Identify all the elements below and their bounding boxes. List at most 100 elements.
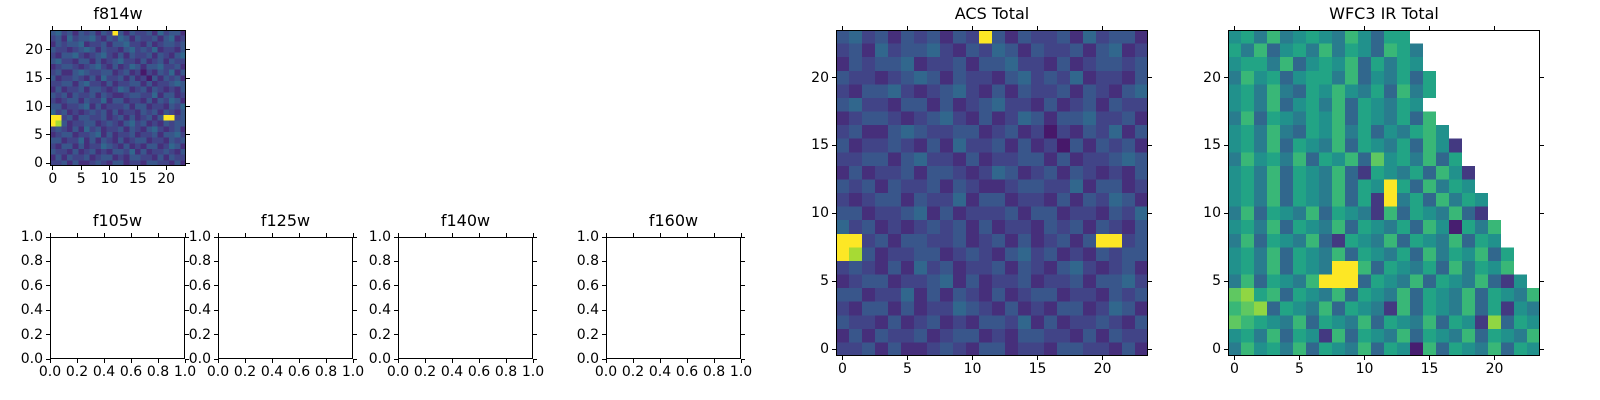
y-tick-mark [185, 358, 189, 360]
plot-title: WFC3 IR Total [1329, 4, 1439, 23]
x-tick-label: 10 [100, 171, 119, 187]
plot-box [398, 237, 533, 359]
x-tick-mark [659, 359, 661, 363]
x-tick-mark [505, 233, 507, 237]
y-tick-mark [1224, 77, 1228, 79]
y-tick-label: 0.8 [20, 253, 43, 270]
x-tick-mark [397, 359, 399, 363]
x-tick-label: 1.0 [521, 364, 545, 380]
x-tick-mark [271, 233, 273, 237]
x-tick-mark [1102, 26, 1103, 30]
x-tick-label: 20 [157, 171, 176, 187]
y-tick-mark [353, 309, 357, 311]
y-tick-label: 1.0 [576, 229, 599, 245]
x-tick-label: 0.4 [260, 364, 284, 380]
x-tick-label: 10 [963, 361, 982, 377]
y-tick-mark [533, 285, 537, 287]
x-tick-mark [80, 166, 82, 170]
y-tick-mark [832, 144, 836, 146]
y-tick-mark [741, 334, 745, 336]
y-tick-mark [602, 358, 606, 360]
y-tick-label: 0.6 [20, 277, 43, 294]
y-tick-mark [533, 236, 537, 238]
y-tick-mark [214, 285, 218, 287]
y-tick-mark [1148, 348, 1152, 350]
y-tick-mark [394, 260, 398, 262]
x-tick-mark [841, 356, 843, 360]
x-tick-mark [1233, 356, 1235, 360]
x-tick-mark [632, 359, 634, 363]
x-tick-label: 10 [1355, 361, 1374, 377]
x-tick-mark [713, 359, 715, 363]
y-tick-mark [602, 334, 606, 336]
heatmap-canvas [50, 30, 186, 166]
y-tick-label: 20 [1203, 69, 1221, 86]
x-tick-mark [605, 233, 607, 237]
x-tick-label: 0.8 [146, 364, 170, 380]
y-tick-label: 0 [34, 155, 43, 172]
plot-box [1228, 30, 1540, 356]
x-tick-mark [298, 233, 300, 237]
x-tick-mark [740, 233, 742, 237]
x-tick-mark [972, 356, 973, 360]
x-tick-mark [1494, 26, 1495, 30]
x-tick-label: 0.6 [287, 364, 311, 380]
y-tick-mark [46, 236, 50, 238]
x-tick-mark [1428, 356, 1430, 360]
x-tick-mark [1299, 26, 1300, 30]
x-tick-mark [325, 359, 327, 363]
x-tick-mark [49, 233, 51, 237]
x-tick-mark [605, 359, 607, 363]
x-tick-mark [352, 359, 354, 363]
x-tick-label: 20 [1485, 361, 1504, 377]
x-tick-label: 0.0 [206, 364, 230, 380]
y-tick-mark [185, 260, 189, 262]
y-tick-mark [741, 309, 745, 311]
x-tick-mark [451, 359, 453, 363]
y-tick-label: 0.4 [20, 302, 43, 319]
x-tick-label: 0.8 [314, 364, 338, 380]
panel-f160w: f160w 0.0 0.2 0.4 0.6 0.8 1.0 0.0 0.2 0.4 0.6 0.8 1… [577, 213, 752, 380]
y-tick-mark [533, 260, 537, 262]
y-tick-label: 1.0 [20, 229, 43, 245]
x-tick-label: 0.6 [119, 364, 143, 380]
x-tick-mark [103, 359, 105, 363]
y-tick-mark [185, 309, 189, 311]
y-tick-mark [602, 285, 606, 287]
y-tick-mark [186, 106, 190, 107]
y-tick-mark [533, 309, 537, 311]
y-tick-mark [185, 236, 189, 238]
x-tick-label: 0.0 [594, 364, 618, 380]
y-tick-mark [214, 260, 218, 262]
y-tick-mark [186, 134, 190, 136]
y-tick-label: 0.0 [20, 351, 43, 367]
y-tick-label: 0.2 [576, 326, 599, 343]
x-tick-mark [1428, 26, 1430, 30]
panel-acs-total: ACS Total 0 5 10 15 20 0 5 10 15 20 [811, 6, 1152, 376]
y-tick-mark [353, 260, 357, 262]
x-tick-mark [244, 359, 246, 363]
x-tick-mark [424, 359, 426, 363]
x-tick-label: 0.4 [92, 364, 116, 380]
panel-f814w: f814w 0 5 10 15 20 0 5 10 15 20 [25, 6, 190, 186]
y-tick-mark [46, 358, 50, 360]
heatmap-canvas [836, 30, 1148, 356]
y-tick-mark [1540, 144, 1544, 146]
y-tick-mark [602, 260, 606, 262]
x-tick-mark [713, 233, 715, 237]
plot-title: f105w [92, 211, 143, 230]
y-tick-mark [353, 236, 357, 238]
x-tick-label: 0.0 [38, 364, 62, 380]
x-tick-label: 0 [48, 171, 58, 187]
y-tick-mark [46, 334, 50, 336]
y-tick-label: 1.0 [188, 229, 211, 245]
plot-box [50, 30, 186, 166]
x-tick-mark [103, 233, 105, 237]
x-tick-mark [907, 26, 908, 30]
x-tick-label: 0.4 [648, 364, 672, 380]
plot-box [50, 237, 185, 359]
x-tick-mark [740, 359, 742, 363]
panel-f140w: f140w 0.0 0.2 0.4 0.6 0.8 1.0 0.0 0.2 0.4 0.6 0.8 1… [369, 213, 544, 380]
y-tick-label: 20 [811, 69, 829, 86]
